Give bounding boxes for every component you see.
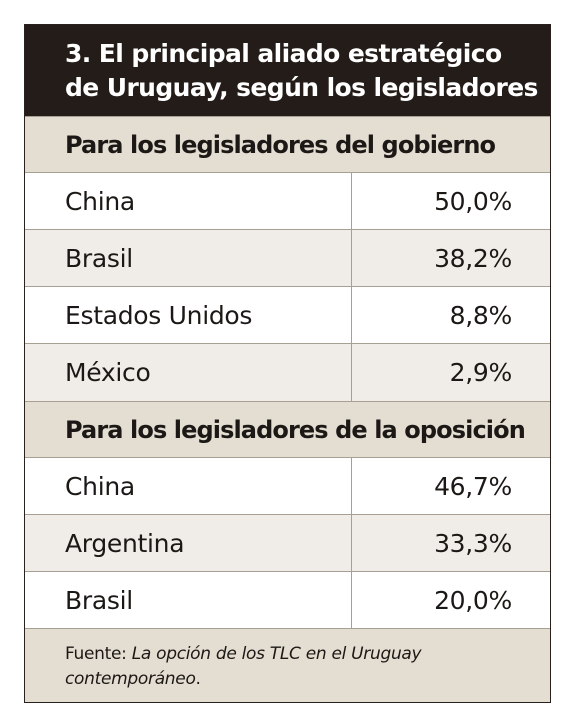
- table-title-line-1: 3. El principal aliado estratégico: [65, 39, 502, 68]
- percentage-cell: 8,8%: [449, 300, 513, 330]
- country-cell: Brasil: [25, 230, 352, 286]
- section-header-government: Para los legisladores del gobierno: [25, 116, 550, 173]
- percentage-cell: 46,7%: [434, 471, 512, 501]
- table-row: China 46,7%: [25, 458, 550, 515]
- table-row: México 2,9%: [25, 344, 550, 401]
- table-row: Estados Unidos 8,8%: [25, 287, 550, 344]
- country-cell: China: [25, 458, 352, 514]
- table-row: Argentina 33,3%: [25, 515, 550, 572]
- table-title-line-2: de Uruguay, según los legisladores: [65, 73, 538, 102]
- source-note: Fuente: La opción de los TLC en el Urugu…: [25, 629, 550, 702]
- table-row: Brasil 20,0%: [25, 572, 550, 629]
- country-cell: Estados Unidos: [25, 287, 352, 343]
- source-title: La opción de los TLC en el Uruguay conte…: [65, 644, 422, 689]
- country-cell: Argentina: [25, 515, 352, 571]
- table-title: 3. El principal aliado estratégico de Ur…: [25, 25, 550, 116]
- source-label: Fuente:: [65, 644, 132, 664]
- source-end: .: [195, 669, 201, 689]
- percentage-cell: 20,0%: [434, 585, 512, 615]
- allies-table-card: 3. El principal aliado estratégico de Ur…: [24, 24, 551, 703]
- country-cell: Brasil: [25, 572, 352, 628]
- table-row: China 50,0%: [25, 173, 550, 230]
- country-cell: China: [25, 173, 352, 229]
- percentage-cell: 38,2%: [434, 243, 512, 273]
- country-cell: México: [25, 344, 352, 401]
- percentage-cell: 2,9%: [449, 358, 513, 387]
- percentage-cell: 50,0%: [434, 186, 512, 216]
- section-header-opposition: Para los legisladores de la oposición: [25, 401, 550, 458]
- percentage-cell: 33,3%: [434, 528, 512, 558]
- table-row: Brasil 38,2%: [25, 230, 550, 287]
